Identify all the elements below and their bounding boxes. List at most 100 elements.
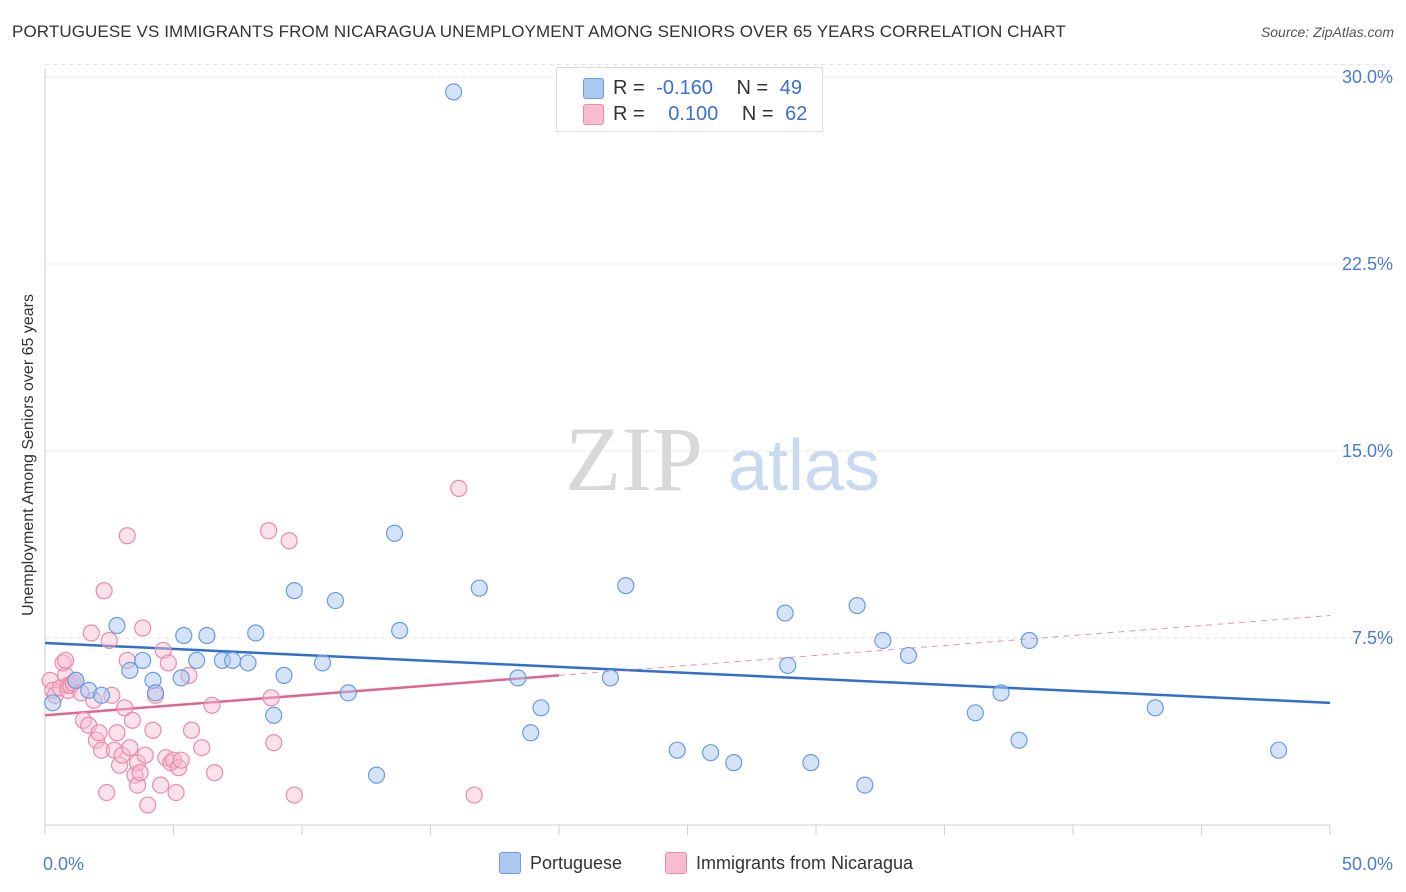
source-label: Source: ZipAtlas.com xyxy=(1260,24,1394,40)
series-label-nicaragua: Immigrants from Nicaragua xyxy=(696,853,914,873)
point-nicaragua xyxy=(82,624,100,642)
trend-lines xyxy=(44,615,1331,717)
legend-swatch-portuguese xyxy=(583,77,604,99)
point-nicaragua xyxy=(121,739,139,757)
point-nicaragua xyxy=(450,479,468,497)
legend-r-label: R = xyxy=(613,76,645,99)
point-portuguese xyxy=(198,626,216,645)
point-portuguese xyxy=(1020,631,1038,650)
point-nicaragua xyxy=(54,654,72,672)
point-nicaragua xyxy=(193,739,211,757)
point-portuguese xyxy=(92,686,111,704)
point-portuguese xyxy=(67,671,85,689)
point-portuguese xyxy=(285,582,303,600)
point-portuguese xyxy=(899,646,918,665)
legend-r-value-portuguese: -0.160 xyxy=(656,76,713,99)
point-nicaragua xyxy=(262,689,280,707)
point-nicaragua xyxy=(100,631,118,650)
point-portuguese xyxy=(391,621,409,640)
y-tick-label: 22.5% xyxy=(1342,254,1393,274)
axes xyxy=(44,68,1331,835)
point-portuguese xyxy=(617,577,635,595)
x-tick-label: 0.0% xyxy=(43,854,84,874)
series-label-portuguese: Portuguese xyxy=(530,853,623,873)
point-portuguese xyxy=(725,754,743,772)
legend-n-label: N = xyxy=(741,102,774,125)
chart-title: PORTUGUESE VS IMMIGRANTS FROM NICARAGUA … xyxy=(12,22,1066,41)
point-nicaragua xyxy=(144,721,162,739)
point-portuguese xyxy=(385,524,404,542)
point-portuguese xyxy=(134,651,152,670)
point-portuguese xyxy=(445,83,463,101)
point-nicaragua xyxy=(182,721,201,739)
point-portuguese xyxy=(339,684,357,702)
point-portuguese xyxy=(1269,741,1288,759)
point-nicaragua xyxy=(206,764,224,782)
point-portuguese xyxy=(367,766,386,784)
legend-r-value-nicaragua: 0.100 xyxy=(668,102,719,125)
point-portuguese xyxy=(509,669,527,687)
point-portuguese xyxy=(776,604,794,622)
x-tick-label: 50.0% xyxy=(1342,854,1393,874)
data-points xyxy=(41,83,1288,814)
trend-line-nicaragua-extension xyxy=(558,615,1331,676)
gridlines xyxy=(45,63,1390,639)
point-nicaragua xyxy=(167,783,185,802)
correlation-legend: R = -0.160 N = 49 R = 0.100 N = 62 xyxy=(556,67,823,132)
point-nicaragua xyxy=(116,699,134,717)
point-nicaragua xyxy=(259,522,278,540)
point-portuguese xyxy=(188,651,206,670)
point-portuguese xyxy=(779,656,797,675)
watermark-atlas: atlas xyxy=(728,426,880,506)
point-portuguese xyxy=(601,669,620,687)
point-nicaragua xyxy=(139,796,157,814)
point-portuguese xyxy=(668,741,686,759)
series-swatch-nicaragua xyxy=(665,852,687,874)
point-nicaragua xyxy=(108,724,126,742)
legend-n-value-portuguese: 49 xyxy=(779,76,803,99)
point-portuguese xyxy=(470,579,488,597)
point-nicaragua xyxy=(280,532,298,550)
point-nicaragua xyxy=(74,711,93,729)
point-portuguese xyxy=(172,669,190,687)
point-nicaragua xyxy=(134,619,152,637)
point-nicaragua xyxy=(110,756,129,774)
point-nicaragua xyxy=(56,651,75,670)
point-portuguese xyxy=(1146,699,1164,717)
point-portuguese xyxy=(848,596,866,615)
series-swatch-portuguese xyxy=(499,852,521,874)
trend-line-nicaragua xyxy=(44,674,560,717)
point-nicaragua xyxy=(131,764,149,782)
point-portuguese xyxy=(856,776,874,794)
y-tick-label: 7.5% xyxy=(1352,628,1393,648)
point-portuguese xyxy=(146,684,165,702)
point-portuguese xyxy=(802,754,820,772)
watermark: ZIP atlas xyxy=(565,408,880,510)
point-portuguese xyxy=(532,699,550,717)
point-portuguese xyxy=(874,631,892,650)
point-nicaragua xyxy=(95,582,113,600)
point-portuguese xyxy=(224,651,242,670)
point-nicaragua xyxy=(98,783,116,802)
point-nicaragua xyxy=(465,786,483,804)
point-portuguese xyxy=(44,694,62,712)
point-portuguese xyxy=(121,661,139,680)
point-nicaragua xyxy=(203,696,221,714)
legend-r-label: R = xyxy=(613,102,645,125)
watermark-zip: ZIP xyxy=(565,408,703,510)
point-portuguese xyxy=(275,666,293,684)
legend-n-value-nicaragua: 62 xyxy=(785,102,808,125)
point-nicaragua xyxy=(152,776,170,794)
legend-swatch-nicaragua xyxy=(583,103,604,125)
point-nicaragua xyxy=(172,751,190,769)
point-portuguese xyxy=(108,616,126,635)
point-nicaragua xyxy=(136,746,154,764)
trend-line-portuguese xyxy=(44,641,1331,705)
point-portuguese xyxy=(247,624,265,642)
point-portuguese xyxy=(992,684,1010,702)
point-nicaragua xyxy=(265,734,283,752)
point-portuguese xyxy=(1010,731,1028,749)
point-portuguese xyxy=(265,706,283,724)
point-portuguese xyxy=(175,626,193,645)
